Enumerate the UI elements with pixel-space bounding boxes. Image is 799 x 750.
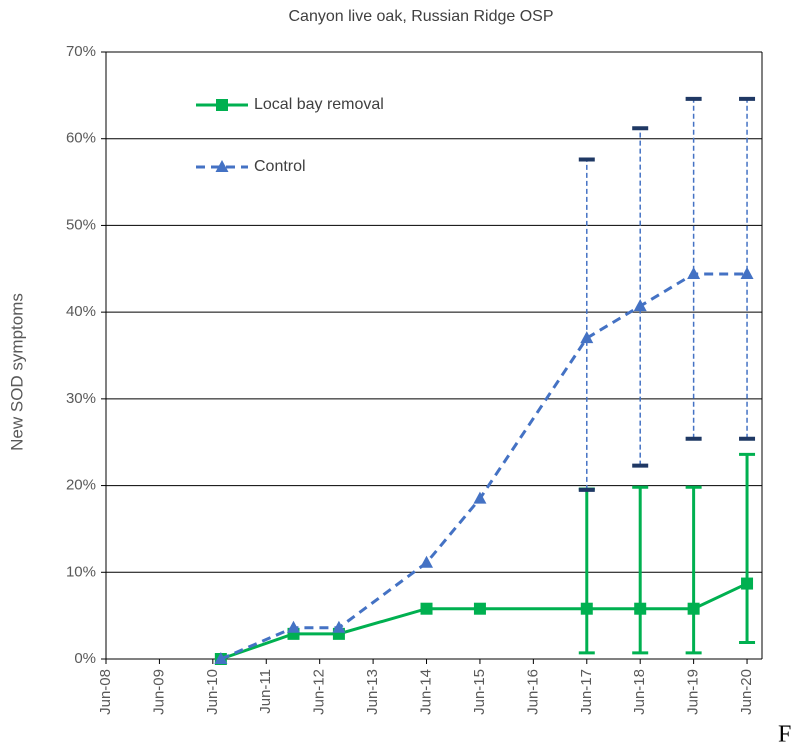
y-tick-label: 40% — [66, 303, 96, 320]
marker — [687, 266, 701, 279]
x-tick-label: Jun-18 — [631, 669, 648, 715]
x-tick-label: Jun-13 — [364, 669, 381, 715]
chart-title: Canyon live oak, Russian Ridge OSP — [288, 8, 553, 25]
x-tick-label: Jun-17 — [578, 669, 595, 715]
x-tick-label: Jun-19 — [685, 669, 702, 715]
legend-label: Control — [254, 158, 306, 175]
marker — [473, 491, 487, 504]
text-fragment: F — [778, 722, 791, 748]
y-tick-label: 0% — [74, 650, 96, 667]
legend-label: Local bay removal — [254, 96, 384, 113]
marker — [687, 602, 700, 615]
y-tick-label: 10% — [66, 563, 96, 580]
series-line — [220, 582, 748, 661]
marker — [420, 555, 434, 568]
marker — [633, 299, 647, 312]
marker — [741, 577, 754, 590]
marker — [634, 602, 647, 615]
marker — [740, 266, 754, 279]
x-tick-label: Jun-14 — [417, 669, 434, 715]
y-tick-label: 20% — [66, 477, 96, 494]
y-tick-label: 70% — [66, 43, 96, 60]
x-tick-label: Jun-11 — [257, 669, 274, 714]
x-tick-label: Jun-16 — [524, 669, 541, 715]
legend-marker — [216, 99, 228, 111]
x-tick-label: Jun-20 — [738, 669, 755, 715]
y-axis-label: New SOD symptoms — [7, 293, 26, 451]
x-tick-label: Jun-15 — [471, 669, 488, 715]
series-line — [220, 272, 748, 661]
y-tick-label: 50% — [66, 216, 96, 233]
marker — [580, 331, 594, 344]
marker — [420, 602, 433, 615]
y-tick-label: 30% — [66, 390, 96, 407]
marker — [332, 620, 346, 633]
marker — [580, 602, 593, 615]
x-tick-label: Jun-10 — [204, 669, 221, 715]
marker — [473, 602, 486, 615]
marker — [287, 620, 301, 633]
legend-marker — [215, 160, 229, 172]
y-tick-label: 60% — [66, 130, 96, 147]
marker — [214, 652, 228, 664]
x-tick-label: Jun-09 — [150, 669, 167, 715]
x-tick-label: Jun-12 — [311, 669, 328, 715]
x-tick-label: Jun-08 — [97, 669, 114, 715]
